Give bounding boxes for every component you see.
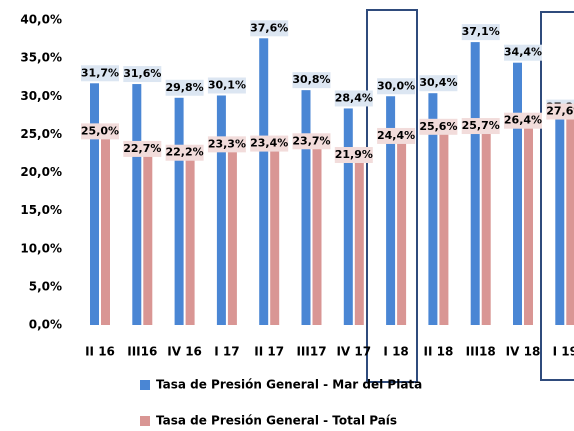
data-label: 30,4% bbox=[419, 76, 457, 89]
x-tick-label: II 18 bbox=[423, 345, 453, 359]
label-bg bbox=[165, 144, 204, 161]
label-bg bbox=[123, 140, 162, 157]
bar bbox=[397, 138, 407, 325]
bar bbox=[101, 134, 110, 325]
data-label: 27,6% bbox=[546, 105, 574, 118]
legend-swatch bbox=[140, 380, 150, 390]
data-label: 23,3% bbox=[208, 137, 246, 150]
data-label: 30,8% bbox=[292, 73, 330, 86]
y-tick-label: 35,0% bbox=[20, 51, 62, 65]
x-tick-label: IV 18 bbox=[506, 345, 541, 359]
x-tick-label: III16 bbox=[127, 345, 157, 359]
bar bbox=[428, 93, 438, 325]
bar bbox=[90, 83, 99, 325]
y-tick-label: 10,0% bbox=[20, 241, 62, 255]
bar bbox=[524, 123, 533, 325]
y-tick-label: 40,0% bbox=[20, 13, 62, 27]
x-tick-label: II 16 bbox=[85, 345, 115, 359]
bar bbox=[216, 95, 226, 325]
data-label: 21,9% bbox=[335, 148, 373, 161]
bar bbox=[470, 42, 480, 326]
data-label: 23,4% bbox=[250, 137, 288, 150]
bar bbox=[513, 62, 522, 325]
x-tick-label: III17 bbox=[296, 345, 326, 359]
y-tick-label: 0,0% bbox=[29, 318, 62, 332]
label-bg bbox=[377, 127, 416, 144]
data-label: 37,1% bbox=[462, 25, 500, 38]
highlight-box bbox=[540, 11, 574, 381]
data-label: 23,7% bbox=[292, 134, 330, 147]
x-tick-label: IV 17 bbox=[336, 345, 371, 359]
bar bbox=[143, 151, 153, 325]
label-bg bbox=[250, 135, 289, 152]
data-label: 22,2% bbox=[166, 146, 204, 159]
label-bg bbox=[207, 136, 246, 153]
x-tick-label: I 17 bbox=[214, 345, 239, 359]
y-tick-label: 5,0% bbox=[29, 279, 62, 293]
label-bg bbox=[250, 20, 289, 37]
highlight-box bbox=[366, 9, 418, 383]
label-bg bbox=[81, 65, 119, 82]
label-bg bbox=[334, 147, 373, 164]
label-bg bbox=[504, 44, 542, 61]
x-tick-label: I 19 bbox=[553, 345, 574, 359]
label-bg bbox=[81, 123, 119, 140]
label-bg bbox=[461, 24, 500, 41]
data-label: 31,7% bbox=[81, 66, 119, 79]
y-tick-label: 25,0% bbox=[20, 127, 62, 141]
y-tick-label: 20,0% bbox=[20, 165, 62, 179]
bar bbox=[301, 90, 311, 326]
bar bbox=[354, 158, 364, 325]
data-label: 22,7% bbox=[123, 142, 161, 155]
bar bbox=[439, 129, 449, 325]
label-bg bbox=[292, 133, 331, 150]
data-label: 25,0% bbox=[81, 124, 119, 137]
label-bg bbox=[546, 103, 574, 120]
bar bbox=[132, 84, 142, 325]
data-label: 31,6% bbox=[123, 67, 161, 80]
bar bbox=[312, 144, 322, 325]
data-label: 29,8% bbox=[166, 81, 204, 94]
bar bbox=[185, 155, 195, 325]
data-label: 25,6% bbox=[419, 120, 457, 133]
data-label: 24,4% bbox=[377, 129, 415, 142]
bar bbox=[270, 146, 280, 325]
label-bg bbox=[419, 75, 458, 92]
bar bbox=[481, 129, 491, 325]
data-label: 30,1% bbox=[208, 78, 246, 91]
x-tick-label: II 17 bbox=[254, 345, 284, 359]
data-label: 34,4% bbox=[504, 46, 542, 59]
bar bbox=[566, 114, 574, 325]
label-bg bbox=[461, 118, 500, 135]
legend-label: Tasa de Presión General - Total País bbox=[156, 414, 397, 428]
x-tick-label: I 18 bbox=[383, 345, 408, 359]
data-label: 30,0% bbox=[377, 79, 415, 92]
label-bg bbox=[165, 79, 204, 96]
label-bg bbox=[377, 78, 416, 95]
bar bbox=[227, 147, 237, 325]
y-tick-label: 15,0% bbox=[20, 203, 62, 217]
legend-label: Tasa de Presión General - Mar del Plata bbox=[156, 378, 422, 392]
data-label: 28,4% bbox=[335, 91, 373, 104]
data-label: 26,4% bbox=[504, 114, 542, 127]
label-bg bbox=[334, 90, 373, 107]
label-bg bbox=[292, 72, 331, 89]
data-label: 37,6% bbox=[250, 21, 288, 34]
y-tick-label: 30,0% bbox=[20, 89, 62, 103]
label-bg bbox=[419, 118, 458, 135]
bar bbox=[174, 97, 184, 326]
bar bbox=[343, 108, 353, 325]
bar bbox=[555, 117, 565, 325]
label-bg bbox=[207, 77, 246, 94]
bar bbox=[259, 38, 269, 326]
legend-swatch bbox=[140, 416, 150, 426]
data-label: 25,7% bbox=[462, 119, 500, 132]
label-bg bbox=[504, 112, 542, 129]
bar bbox=[386, 96, 396, 325]
x-tick-label: IV 16 bbox=[167, 345, 202, 359]
label-bg bbox=[123, 66, 162, 83]
x-tick-label: III18 bbox=[466, 345, 496, 359]
